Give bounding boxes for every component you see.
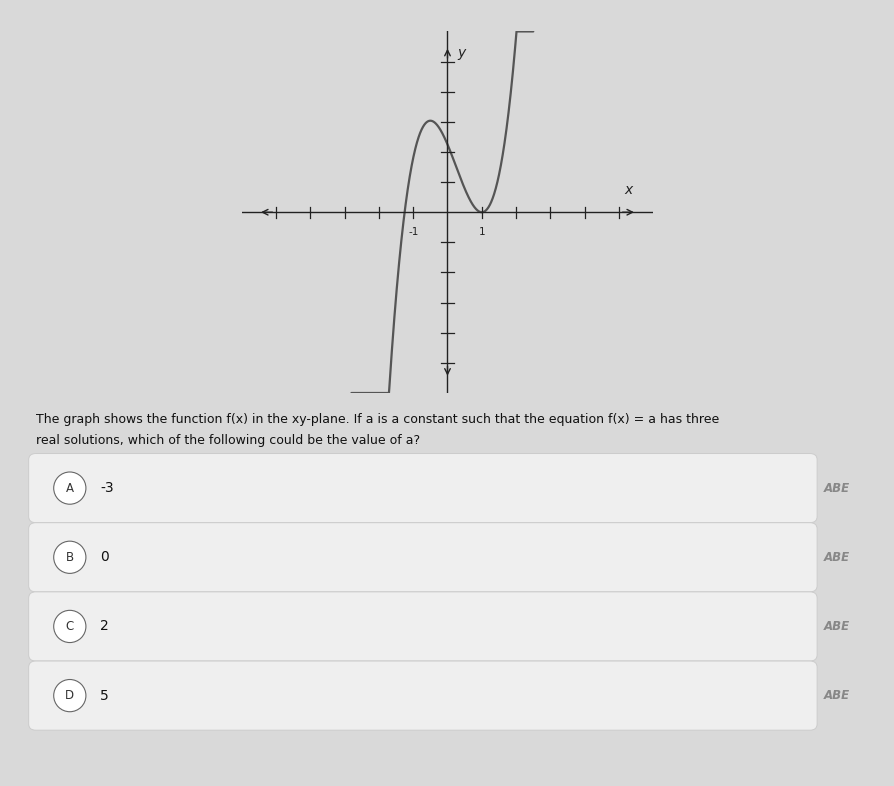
Text: C: C	[65, 620, 74, 633]
Text: A: A	[66, 482, 73, 494]
Text: B: B	[65, 551, 74, 564]
Text: ABE: ABE	[822, 482, 848, 494]
Text: x: x	[624, 183, 632, 197]
Text: real solutions, which of the following could be the value of a?: real solutions, which of the following c…	[36, 434, 419, 447]
Text: -1: -1	[408, 227, 417, 237]
Text: D: D	[65, 689, 74, 702]
Text: The graph shows the function f(x) in the xy-plane. If a is a constant such that : The graph shows the function f(x) in the…	[36, 413, 718, 426]
Text: ABE: ABE	[822, 551, 848, 564]
Text: 2: 2	[100, 619, 109, 634]
Text: -3: -3	[100, 481, 114, 495]
Text: y: y	[458, 46, 466, 61]
Text: 1: 1	[478, 227, 485, 237]
Text: ABE: ABE	[822, 689, 848, 702]
Text: 5: 5	[100, 689, 109, 703]
Text: ABE: ABE	[822, 620, 848, 633]
Text: 0: 0	[100, 550, 109, 564]
